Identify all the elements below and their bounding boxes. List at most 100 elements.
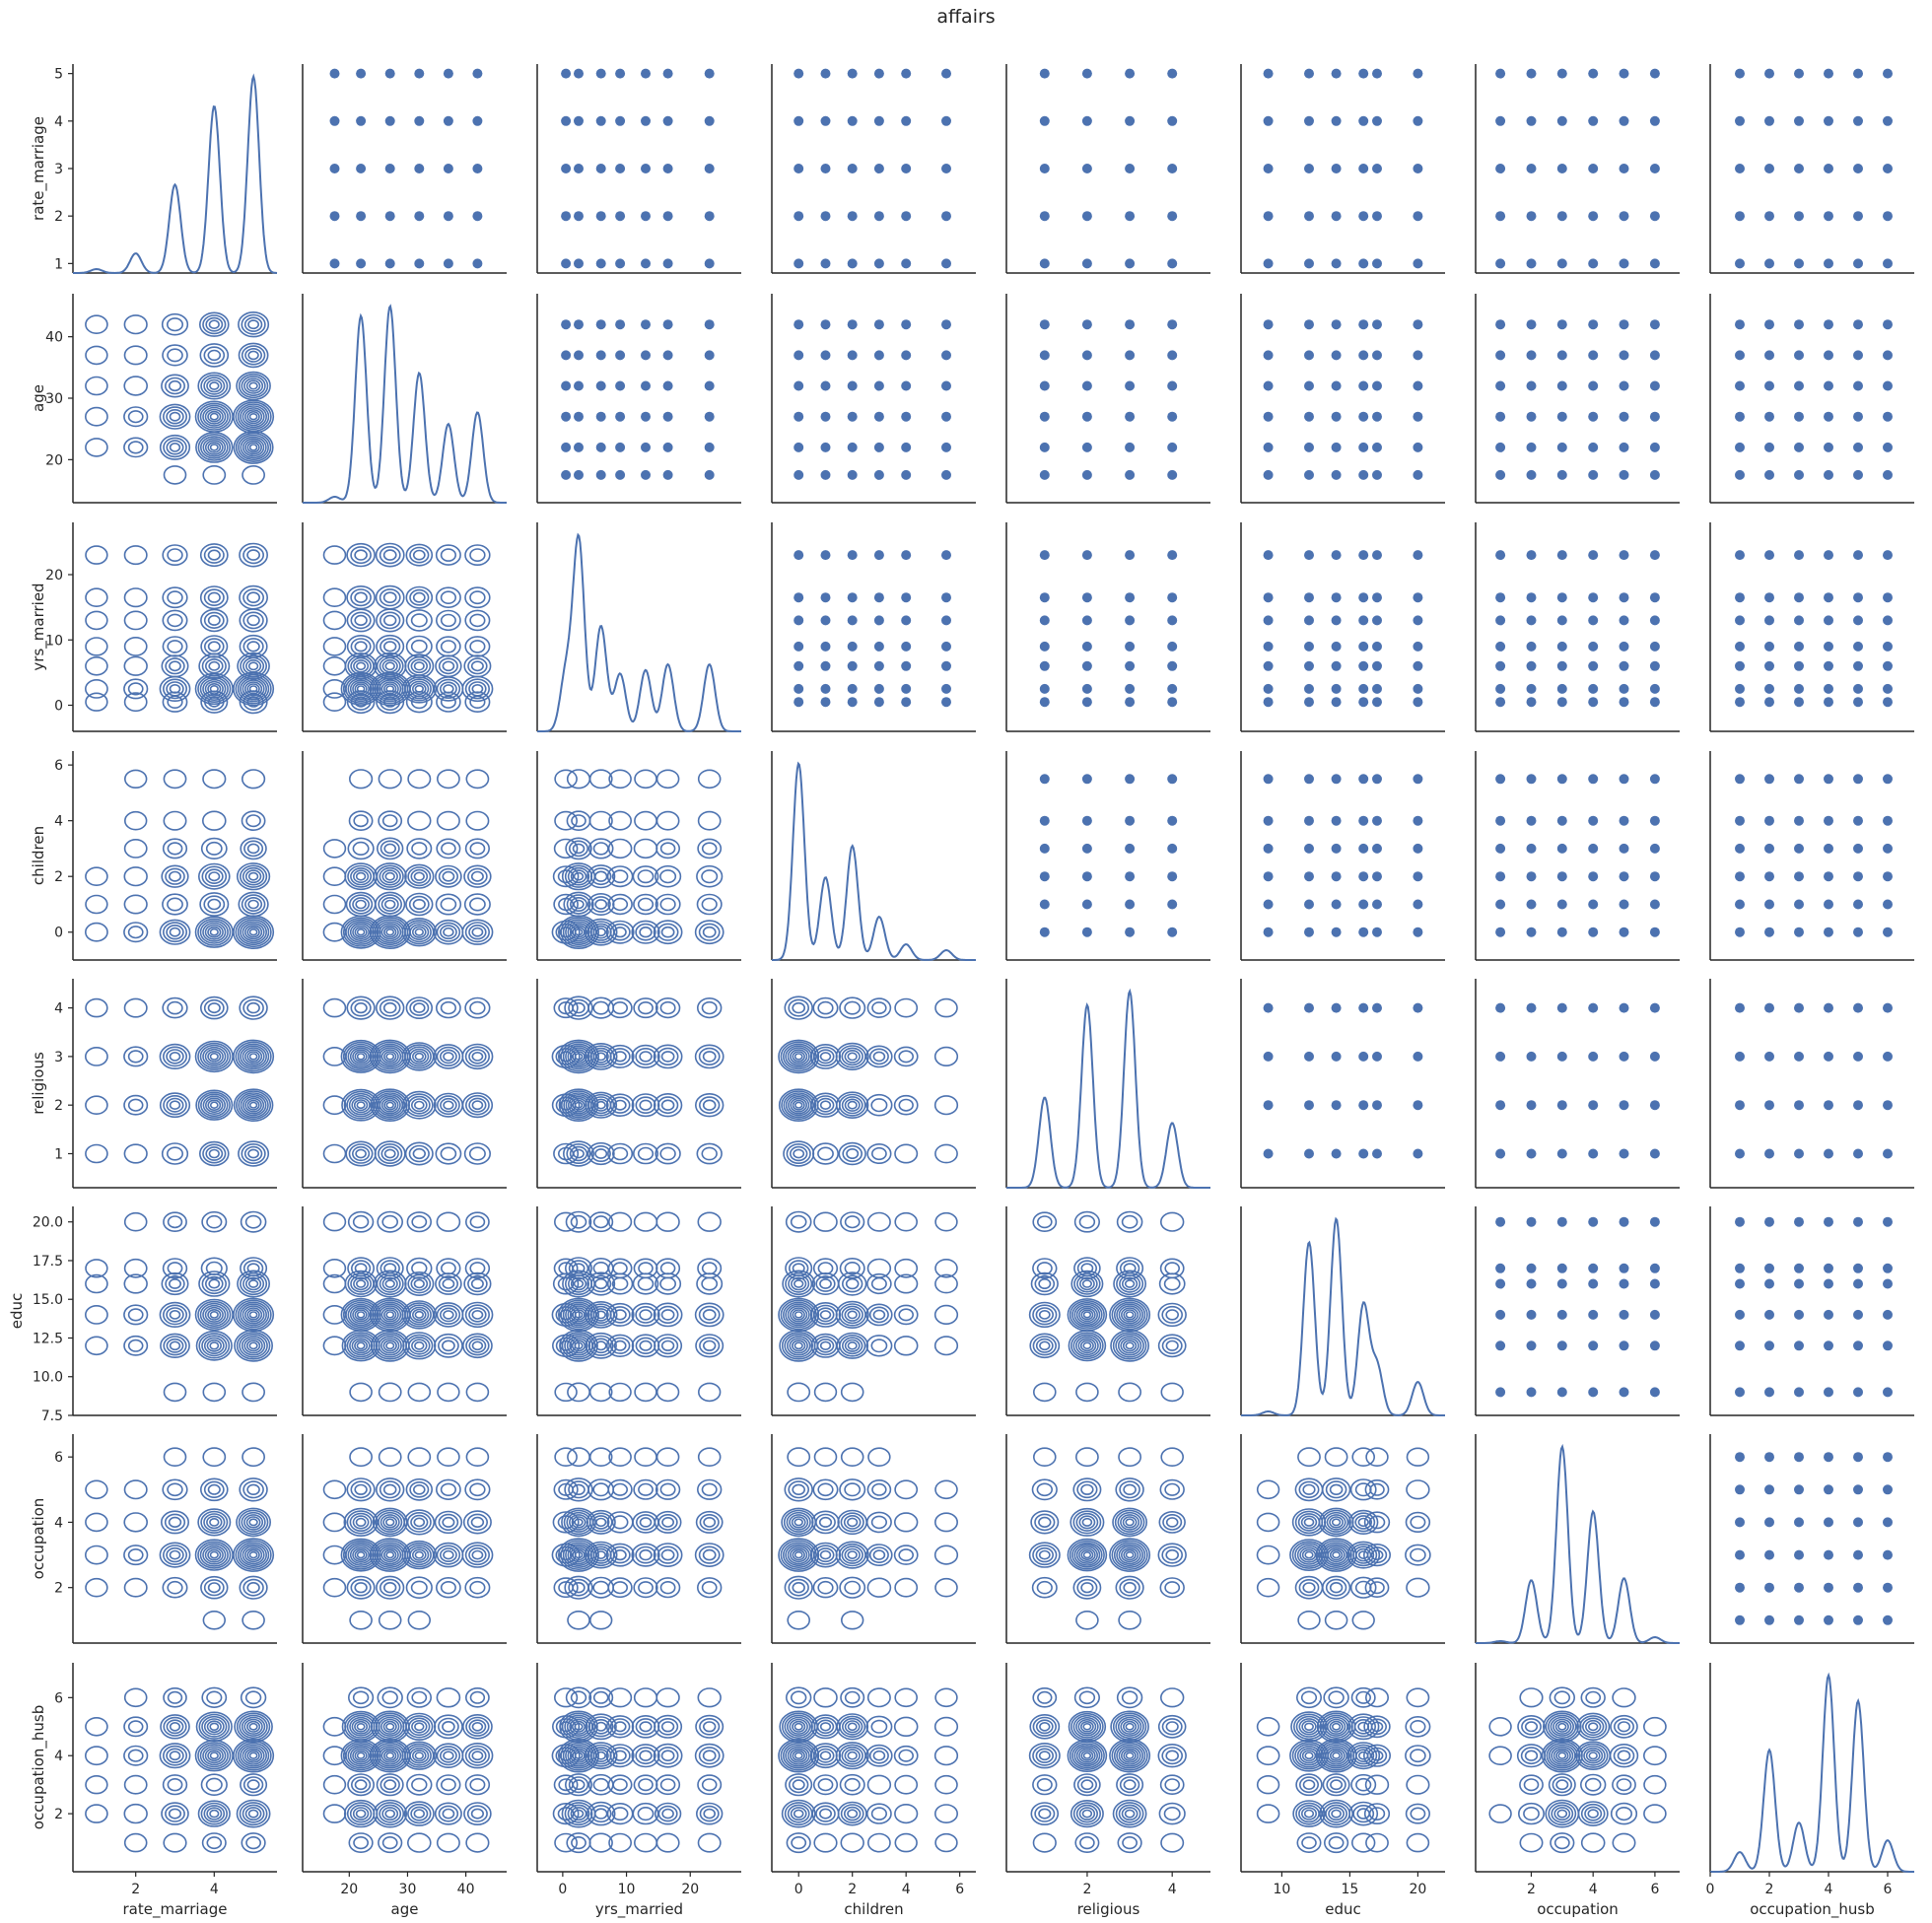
contour-ring xyxy=(163,1046,188,1067)
contour-ring xyxy=(123,922,149,943)
scatter-point xyxy=(1649,1051,1660,1062)
contour-ring xyxy=(787,1447,811,1468)
contour-ring xyxy=(573,1809,585,1819)
contour-ring xyxy=(844,1547,861,1562)
scatter-point xyxy=(1358,615,1369,626)
scatter-point xyxy=(1824,258,1833,269)
contour-ring xyxy=(203,895,226,914)
contour-ring xyxy=(816,1307,835,1323)
scatter-point xyxy=(941,550,951,561)
scatter-point xyxy=(941,68,951,79)
scatter-point xyxy=(1263,1100,1274,1111)
chart-title: affairs xyxy=(936,6,996,28)
contour-ring xyxy=(1073,1303,1101,1327)
scatter-point xyxy=(1526,927,1537,937)
contour-ring xyxy=(1301,1720,1317,1734)
contour-ring xyxy=(466,1805,488,1822)
contour-ring xyxy=(1576,1712,1611,1742)
contour-ring xyxy=(200,1510,229,1534)
contour-ring xyxy=(349,1305,373,1325)
contour-ring xyxy=(461,1301,494,1329)
contour-ring xyxy=(659,1146,676,1161)
contour-ring xyxy=(242,1305,265,1325)
contour-ring xyxy=(85,866,108,887)
x-tick-label: 0 xyxy=(1706,1882,1715,1897)
contour-ring xyxy=(1123,1483,1137,1496)
contour-ring xyxy=(816,1547,835,1563)
scatter-point xyxy=(1824,115,1833,126)
contour-ring xyxy=(840,1211,865,1233)
contour-ring xyxy=(1078,1547,1096,1562)
contour-ring xyxy=(347,1303,375,1327)
contour-ring xyxy=(1557,1751,1567,1759)
contour-ring xyxy=(85,376,108,396)
contour-ring xyxy=(1165,1339,1179,1351)
contour-ring xyxy=(356,661,367,671)
contour-ring xyxy=(1113,1742,1146,1769)
contour-ring xyxy=(380,1718,400,1735)
scatter-point xyxy=(1263,660,1274,671)
contour-ring xyxy=(605,1044,635,1068)
contour-ring xyxy=(245,379,261,392)
contour-ring xyxy=(245,1339,261,1352)
contour-ring xyxy=(203,588,225,607)
contour-ring xyxy=(463,864,492,888)
contour-ring xyxy=(383,683,397,695)
scatter-point xyxy=(1167,550,1178,561)
contour-ring xyxy=(1123,1263,1137,1274)
contour-ring xyxy=(345,1140,377,1167)
contour-ring xyxy=(461,1333,493,1359)
contour-ring xyxy=(1612,1774,1636,1795)
contour-ring xyxy=(551,1093,581,1117)
x-tick-label: 2 xyxy=(131,1882,140,1897)
contour-ring xyxy=(383,1750,397,1761)
contour-ring xyxy=(1356,1808,1370,1820)
contour-ring xyxy=(435,996,461,1019)
scatter-point xyxy=(1358,319,1369,330)
scatter-point xyxy=(941,115,951,126)
y-tick-label: 0 xyxy=(54,926,63,941)
contour-ring xyxy=(85,997,108,1018)
scatter-point xyxy=(1883,899,1893,910)
contour-ring xyxy=(123,1687,148,1708)
contour-ring xyxy=(166,1719,184,1735)
contour-ring xyxy=(246,926,260,938)
contour-ring xyxy=(248,685,258,693)
contour-ring xyxy=(322,545,347,565)
contour-ring xyxy=(237,1301,270,1329)
x-tick-label: 6 xyxy=(1884,1882,1893,1897)
contour-ring xyxy=(199,920,229,944)
contour-ring xyxy=(792,1309,805,1321)
scatter-point xyxy=(1588,1340,1599,1351)
contour-ring xyxy=(1071,1743,1103,1769)
contour-ring xyxy=(240,1744,268,1767)
contour-ring xyxy=(161,312,189,336)
scatter-point xyxy=(1649,1148,1660,1159)
contour-ring xyxy=(1324,1447,1348,1468)
contour-ring xyxy=(1113,1542,1146,1569)
contour-ring xyxy=(1488,1717,1512,1737)
contour-ring xyxy=(161,654,189,678)
contour-ring xyxy=(1032,1832,1057,1853)
contour-ring xyxy=(1369,1482,1385,1496)
contour-ring xyxy=(244,1807,262,1821)
contour-ring xyxy=(810,1714,841,1740)
contour-ring xyxy=(468,1307,487,1323)
scatter-point xyxy=(1372,411,1382,422)
contour-ring xyxy=(239,1714,268,1740)
contour-ring xyxy=(868,1048,889,1065)
x-tick-label: 4 xyxy=(1825,1882,1833,1897)
scatter-point xyxy=(443,211,453,222)
contour-ring xyxy=(866,997,892,1018)
contour-ring xyxy=(865,1744,893,1767)
contour-ring xyxy=(345,1301,378,1329)
contour-ring xyxy=(571,814,586,828)
contour-ring xyxy=(209,1722,220,1732)
contour-ring xyxy=(209,444,219,451)
scatter-point xyxy=(1649,1002,1660,1013)
scatter-point xyxy=(1649,683,1660,694)
scatter-point xyxy=(901,115,912,126)
scatter-point xyxy=(1853,927,1863,937)
scatter-point xyxy=(1304,660,1314,671)
